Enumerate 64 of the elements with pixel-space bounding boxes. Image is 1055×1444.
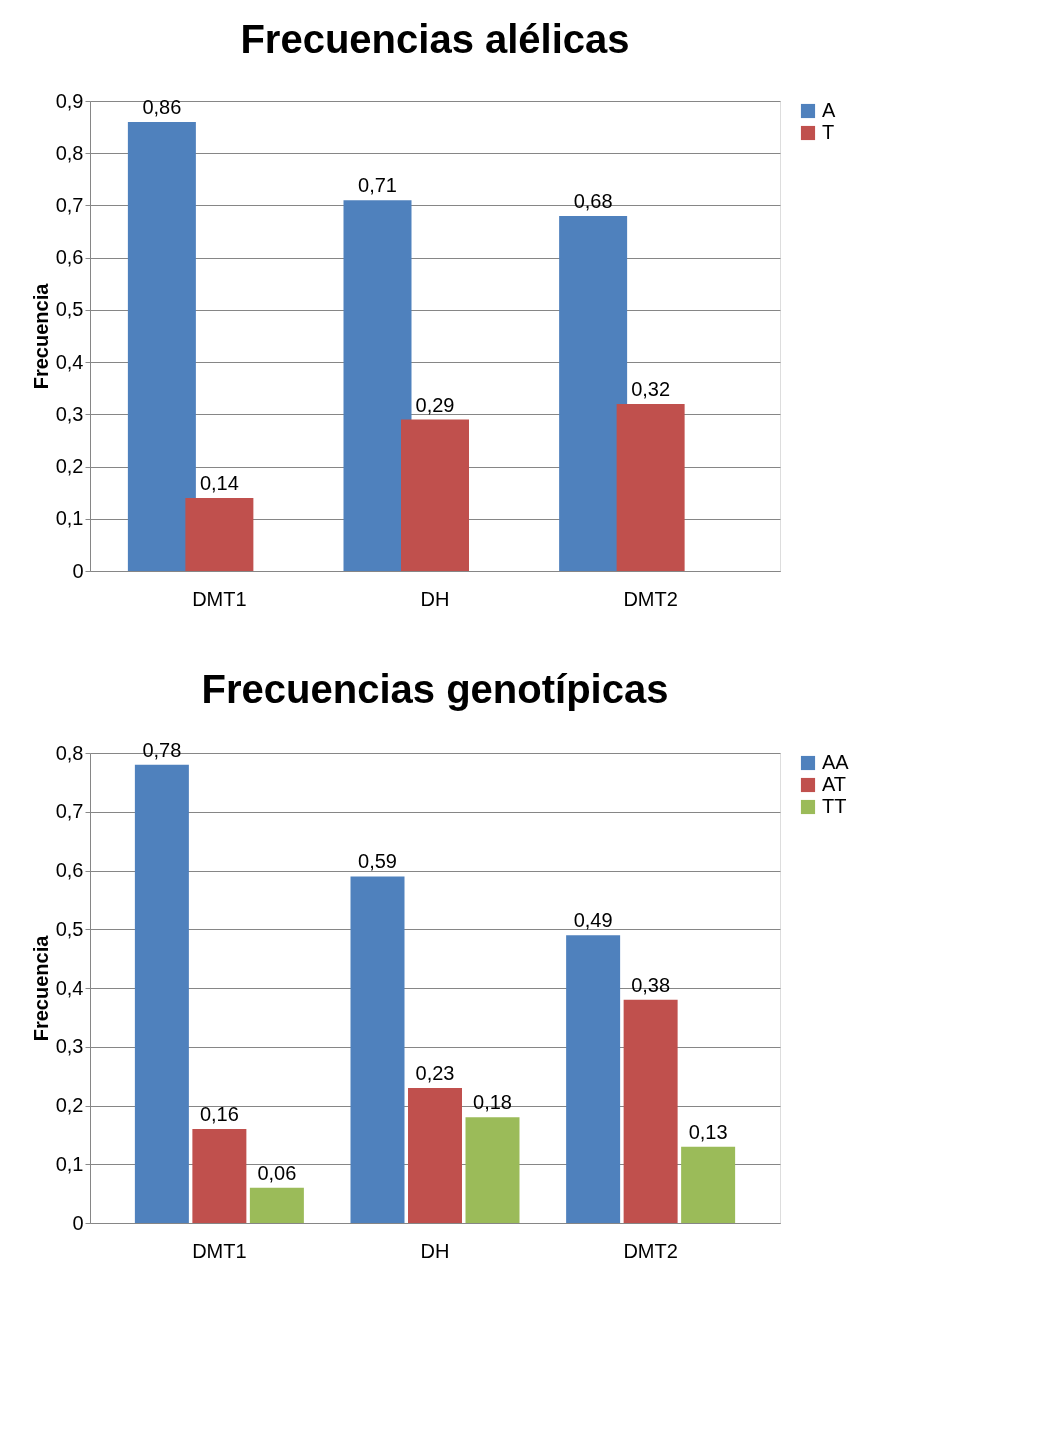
bar	[408, 1087, 462, 1223]
data-label: 0,71	[358, 174, 397, 197]
legend-label: A	[822, 99, 836, 121]
bar	[350, 876, 405, 1223]
legend-label: AT	[822, 773, 847, 795]
legend-label: T	[822, 121, 835, 143]
y-tick-label: 0,5	[55, 298, 84, 321]
data-label: 0,16	[199, 1103, 239, 1125]
data-label: 0,59	[358, 850, 397, 873]
y-axis-title: Frecuencia	[29, 934, 52, 1042]
bar	[185, 497, 254, 571]
legend-label: TT	[822, 795, 847, 817]
y-tick-label: 0,8	[55, 141, 84, 164]
data-label: 0,29	[415, 393, 455, 416]
data-label: 0,68	[573, 189, 613, 212]
y-tick-label: 0,6	[55, 246, 84, 269]
bar	[465, 1117, 520, 1223]
bar	[681, 1146, 736, 1223]
bar	[401, 419, 469, 571]
x-tick-label: DH	[420, 1239, 450, 1262]
data-label: 0,23	[415, 1061, 455, 1084]
data-label: 0,38	[631, 973, 671, 996]
x-tick-label: DMT1	[192, 587, 247, 610]
bar	[616, 403, 685, 571]
bar	[127, 121, 196, 571]
chart-title: Frecuencias alélicas	[240, 17, 630, 61]
bar	[559, 215, 628, 571]
y-tick-label: 0	[72, 1211, 84, 1234]
data-label: 0,86	[142, 95, 182, 118]
data-label: 0,78	[142, 738, 182, 761]
y-tick-label: 0	[72, 559, 84, 582]
x-tick-label: DMT2	[623, 1239, 678, 1262]
bar	[566, 935, 621, 1223]
y-tick-label: 0,2	[55, 1094, 84, 1116]
bar	[249, 1187, 304, 1223]
y-tick-label: 0,6	[55, 859, 84, 881]
y-tick-label: 0,5	[55, 917, 84, 940]
y-tick-label: 0,2	[55, 455, 84, 478]
y-tick-label: 0,4	[55, 350, 84, 373]
chart-title: Frecuencias genotípicas	[201, 666, 669, 711]
data-label: 0,49	[573, 909, 613, 932]
x-tick-label: DMT1	[192, 1239, 247, 1262]
bar	[192, 1129, 247, 1223]
bar	[623, 999, 678, 1223]
y-tick-label: 0,1	[55, 1152, 84, 1175]
y-tick-label: 0,7	[55, 193, 84, 216]
data-label: 0,06	[257, 1161, 297, 1184]
y-tick-label: 0,3	[55, 1035, 84, 1058]
data-label: 0,13	[688, 1120, 728, 1143]
bar	[134, 764, 189, 1223]
y-axis-title: Frecuencia	[29, 282, 52, 390]
y-tick-label: 0,1	[55, 507, 84, 530]
y-tick-label: 0,4	[55, 976, 84, 999]
y-tick-label: 0,8	[55, 741, 84, 764]
x-tick-label: DH	[420, 587, 450, 610]
data-label: 0,32	[631, 377, 671, 400]
bar	[343, 200, 412, 571]
x-tick-label: DMT2	[623, 587, 678, 610]
legend-label: AA	[822, 751, 850, 773]
y-tick-label: 0,7	[55, 800, 84, 823]
y-tick-label: 0,9	[55, 89, 84, 112]
y-tick-label: 0,3	[55, 402, 84, 425]
data-label: 0,14	[199, 471, 239, 494]
data-label: 0,18	[473, 1091, 512, 1114]
